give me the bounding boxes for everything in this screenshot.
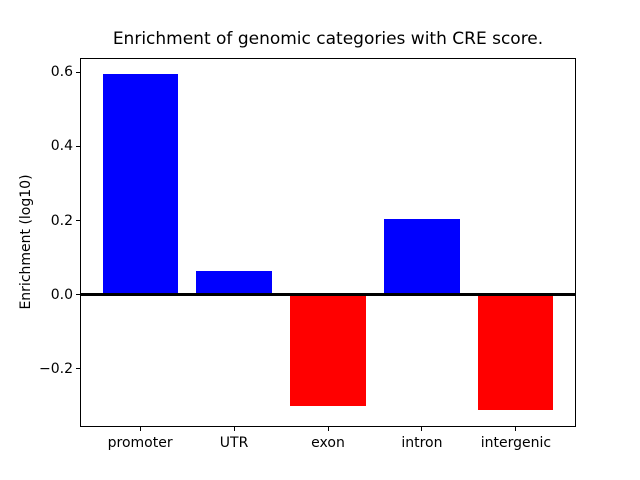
- x-tick-mark: [421, 427, 423, 432]
- y-tick-label: 0.6: [50, 64, 73, 81]
- bar-intergenic: [478, 294, 554, 411]
- y-tick-mark: [76, 145, 80, 147]
- chart-title: Enrichment of genomic categories with CR…: [112, 29, 544, 49]
- x-tick-label-promoter: promoter: [107, 435, 173, 451]
- y-tick-label: −0.2: [39, 360, 73, 377]
- x-tick-mark: [233, 427, 235, 432]
- x-tick-mark: [139, 427, 141, 432]
- y-tick-mark: [76, 368, 80, 370]
- y-tick-mark: [76, 71, 80, 73]
- x-tick-label-exon: exon: [311, 435, 345, 451]
- x-tick-mark: [327, 427, 329, 432]
- bar-UTR: [196, 270, 272, 295]
- x-tick-mark: [515, 427, 517, 432]
- y-tick-mark: [76, 294, 80, 296]
- y-tick-mark: [76, 220, 80, 221]
- bar-exon: [290, 294, 366, 407]
- x-tick-label-UTR: UTR: [219, 435, 249, 451]
- x-tick-label-intergenic: intergenic: [480, 435, 552, 451]
- x-tick-label-intron: intron: [401, 435, 443, 451]
- y-tick-label: 0.0: [50, 286, 73, 303]
- bar-intron: [384, 218, 460, 295]
- y-tick-label: 0.4: [50, 138, 73, 155]
- y-tick-label: 0.2: [50, 212, 73, 229]
- bar-promoter: [102, 73, 178, 295]
- zero-line: [80, 293, 576, 297]
